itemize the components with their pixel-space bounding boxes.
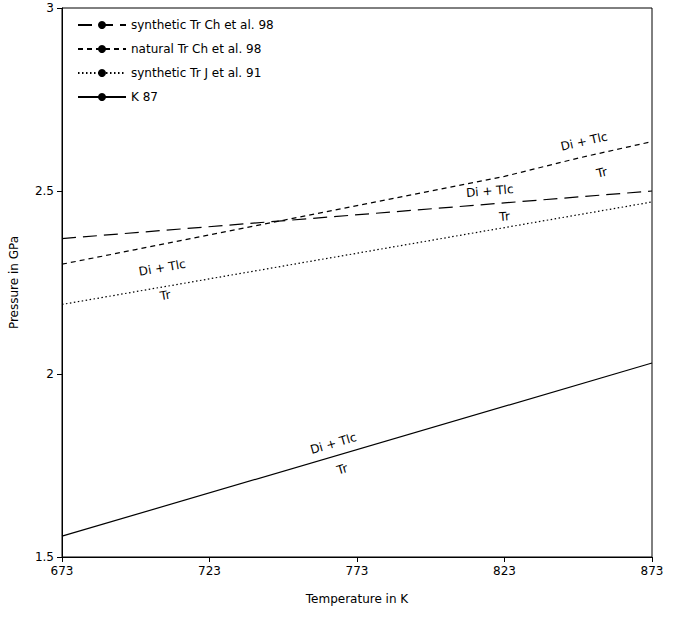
svg-text:synthetic Tr J et al. 91: synthetic Tr J et al. 91 xyxy=(131,66,261,80)
svg-text:Tr: Tr xyxy=(334,461,349,478)
svg-text:natural Tr Ch et al. 98: natural Tr Ch et al. 98 xyxy=(131,42,261,56)
svg-text:873: 873 xyxy=(641,564,664,578)
svg-text:Tr: Tr xyxy=(158,288,172,304)
svg-text:Di + Tlc: Di + Tlc xyxy=(138,257,187,279)
svg-text:Tr: Tr xyxy=(594,165,608,181)
svg-text:Di + Tlc: Di + Tlc xyxy=(466,182,514,200)
svg-text:1.5: 1.5 xyxy=(35,550,54,564)
svg-text:773: 773 xyxy=(346,564,369,578)
svg-text:2.5: 2.5 xyxy=(35,184,54,198)
svg-text:723: 723 xyxy=(198,564,221,578)
svg-text:3: 3 xyxy=(46,1,54,15)
svg-text:Tr: Tr xyxy=(498,209,511,224)
svg-text:823: 823 xyxy=(493,564,516,578)
svg-text:synthetic Tr Ch et al. 98: synthetic Tr Ch et al. 98 xyxy=(131,18,274,32)
svg-text:2: 2 xyxy=(46,367,54,381)
svg-text:K 87: K 87 xyxy=(131,90,158,104)
svg-text:673: 673 xyxy=(51,564,74,578)
svg-text:Pressure in GPa: Pressure in GPa xyxy=(7,236,21,329)
svg-text:Temperature in K: Temperature in K xyxy=(305,592,410,606)
svg-text:Di + Tlc: Di + Tlc xyxy=(559,130,608,154)
svg-text:Di + Tlc: Di + Tlc xyxy=(309,430,359,457)
